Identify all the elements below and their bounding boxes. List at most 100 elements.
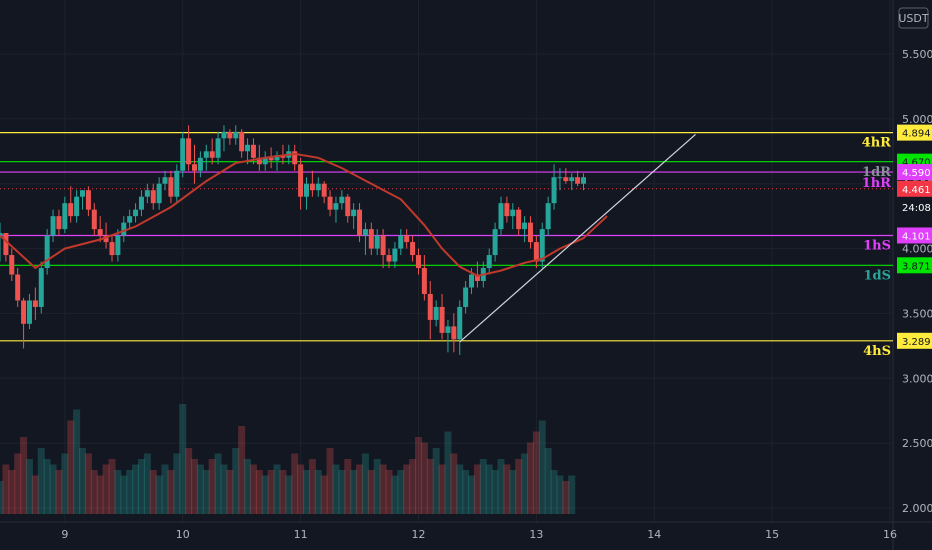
volume-bar (137, 459, 145, 514)
candle-body (569, 177, 575, 182)
volume-bar (462, 470, 470, 514)
volume-bar (302, 470, 310, 514)
volume-bar (255, 470, 263, 514)
volume-bar (267, 470, 275, 514)
candle-body (333, 203, 339, 210)
volume-bar (320, 475, 328, 514)
trendline[interactable] (459, 133, 696, 343)
volume-bar (0, 481, 4, 514)
candle-body (180, 138, 186, 171)
candle-body (138, 196, 144, 210)
candle-body (451, 326, 457, 340)
volume-bar (226, 470, 234, 514)
candle-body (256, 157, 262, 165)
candle-body (392, 248, 398, 262)
x-tick-label: 11 (294, 528, 308, 541)
volume-bar (8, 470, 16, 514)
candle-body (80, 190, 86, 197)
price-tag-label: 4.670 (902, 158, 931, 169)
candle-body (268, 157, 274, 161)
volume-bars (0, 404, 576, 514)
volume-bar (25, 459, 33, 514)
volume-bar (338, 470, 346, 514)
volume-bar (456, 464, 464, 514)
candle-body (239, 131, 245, 152)
candle-body (274, 155, 280, 161)
candle-body (463, 287, 469, 307)
candle-body (262, 157, 268, 165)
candle-body (351, 209, 357, 217)
level-label: 1dS (863, 268, 891, 283)
price-tag-label: 4.101 (902, 231, 931, 242)
y-tick-label: 2.000 (902, 502, 932, 515)
candle-body (233, 131, 239, 139)
volume-bar (202, 470, 210, 514)
candle-body (315, 183, 321, 191)
volume-bar (214, 453, 222, 514)
candle-body (50, 216, 56, 236)
candle-body (410, 242, 416, 256)
currency-button[interactable]: USDT (898, 7, 929, 29)
candle-body (498, 203, 504, 230)
candle-body (97, 229, 103, 236)
candle-body (516, 209, 522, 230)
moving-average-line (0, 152, 608, 277)
volume-bar (179, 404, 187, 514)
candle-body (103, 235, 109, 243)
volume-bar (232, 448, 240, 514)
volume-bar (403, 464, 411, 514)
candle-body (74, 196, 80, 217)
candle-body (469, 274, 475, 288)
volume-bar (326, 448, 334, 514)
candle-body (91, 209, 97, 230)
y-tick-label: 2.500 (902, 437, 932, 450)
price-tag-label: 3.289 (902, 337, 931, 348)
volume-bar (344, 459, 352, 514)
volume-bar (61, 453, 69, 514)
volume-bar (84, 453, 92, 514)
volume-bar (397, 470, 405, 514)
volume-bar (14, 453, 22, 514)
candle-body (221, 131, 227, 139)
level-label: 1hS (863, 238, 891, 253)
level-lines (0, 132, 893, 342)
volume-bar (432, 448, 440, 514)
candle-body (362, 229, 368, 236)
volume-bar (491, 470, 499, 514)
volume-bar (120, 475, 128, 514)
candle-body (445, 326, 451, 333)
volume-bar (67, 420, 75, 514)
volume-bar (167, 470, 175, 514)
price-tag-label: 4.590 (902, 168, 931, 179)
volume-bar (43, 459, 51, 514)
time-axis[interactable]: 9 10 11 12 13 14 15 16 (61, 528, 897, 541)
volume-bar (314, 470, 322, 514)
candle-body (0, 233, 3, 236)
volume-bar (114, 470, 122, 514)
candle-body (186, 138, 192, 165)
volume-bar (521, 453, 529, 514)
y-tick-label: 5.500 (902, 48, 932, 61)
candle-body (215, 138, 221, 158)
volume-bar (332, 464, 340, 514)
candle-body (192, 164, 198, 171)
y-tick-label: 5.000 (902, 113, 932, 126)
volume-bar (132, 464, 140, 514)
price-axis[interactable]: 5.5005.0004.5004.0003.5003.0002.5002.000… (897, 48, 932, 515)
candle-body (21, 300, 27, 324)
volume-bar (473, 464, 481, 514)
volume-bar (444, 431, 452, 514)
volume-bar (161, 464, 169, 514)
candle-body (32, 300, 38, 307)
candle-body (504, 203, 510, 217)
volume-bar (173, 453, 181, 514)
candle-body (109, 242, 115, 256)
volume-bar (244, 459, 252, 514)
candle-body (563, 177, 569, 182)
candle-body (474, 274, 480, 281)
candle-body (539, 229, 545, 262)
volume-bar (273, 464, 281, 514)
x-tick-label: 15 (765, 528, 779, 541)
candle-body (398, 235, 404, 249)
